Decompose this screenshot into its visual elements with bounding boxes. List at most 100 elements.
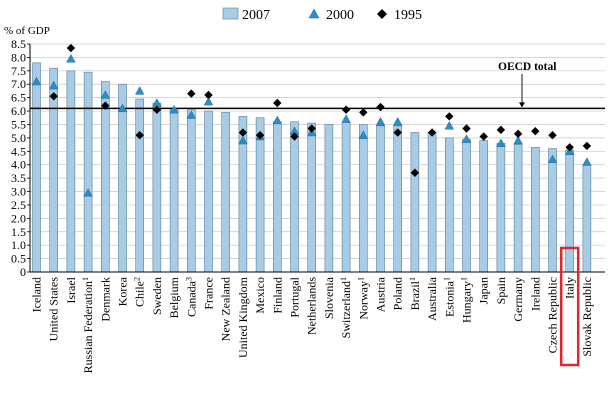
- marker-1995-chile: [135, 131, 144, 140]
- marker-2000-norway: [358, 130, 369, 139]
- bar-2007-israel: [66, 70, 76, 273]
- reference-line-group: OECD total: [30, 61, 605, 110]
- x-tick-label: Hungary1: [460, 277, 474, 323]
- marker-1995-spain: [496, 125, 506, 135]
- bar-2007-portugal: [290, 121, 299, 273]
- bar-2007-mexico: [255, 117, 265, 273]
- markers-layer: [31, 43, 592, 197]
- y-tick-label: 8.0: [11, 50, 26, 64]
- bar-2007-germany: [513, 144, 523, 273]
- y-tick-label: 0: [20, 265, 26, 279]
- highlight-box: [559, 246, 580, 367]
- marker-2000-iceland: [31, 76, 42, 86]
- bar-2007-japan: [479, 140, 489, 273]
- y-tick-label: 4.5: [11, 144, 26, 158]
- marker-2000-denmark: [100, 90, 111, 99]
- marker-1995-hungary: [462, 124, 471, 133]
- x-tick-label: Brazil1: [408, 277, 422, 310]
- y-tick-label: 3.5: [11, 171, 26, 185]
- marker-1995-italy: [565, 143, 574, 152]
- x-tick-label: Italy: [563, 277, 577, 299]
- marker-1995-netherlands: [307, 124, 316, 133]
- x-tick-label: Canada3: [184, 277, 198, 317]
- y-tick-label: 6.5: [11, 91, 26, 105]
- legend-label: 2007: [242, 8, 270, 23]
- marker-1995-israel: [66, 43, 76, 53]
- marker-1995-estonia: [445, 112, 454, 121]
- y-tick-label: 7.5: [11, 64, 26, 78]
- bar-2007-finland: [272, 121, 282, 273]
- bar-2007-poland: [393, 125, 403, 273]
- bar-2007-hungary: [462, 138, 471, 273]
- x-tick-label: Austria: [374, 276, 388, 312]
- x-tick-label: Czech Republic: [546, 277, 560, 353]
- bar-2007-italy: [565, 149, 575, 273]
- y-tick-label: 7.0: [11, 77, 26, 91]
- bar-2007-new-zealand: [221, 112, 230, 273]
- bar-2007-spain: [496, 142, 506, 273]
- marker-1995-portugal: [290, 132, 299, 141]
- bar-2007-iceland: [32, 62, 41, 273]
- marker-1995-united-states: [49, 92, 58, 101]
- marker-2000-estonia: [444, 120, 455, 130]
- y-axis-label: % of GDP: [4, 25, 50, 37]
- y-tick-label: 5.5: [11, 117, 26, 131]
- bar-2007-canada: [187, 109, 196, 273]
- legend-label: 1995: [394, 8, 422, 23]
- bar-2007-czech-republic: [548, 148, 557, 273]
- marker-2000-israel: [66, 53, 76, 63]
- x-tick-label: Korea: [116, 276, 130, 306]
- bar-2007-brazil: [410, 132, 420, 273]
- bars-layer: [32, 62, 592, 273]
- bar-2007-slovenia: [324, 124, 334, 273]
- x-tick-label: Estonia1: [442, 277, 456, 317]
- marker-2000-germany: [513, 135, 523, 145]
- marker-1995-france: [204, 90, 213, 100]
- marker-1995-czech-republic: [548, 131, 557, 140]
- bar-2007-netherlands: [307, 122, 317, 273]
- x-tick-label: Ireland: [528, 277, 542, 311]
- x-tick-label: Norway1: [356, 277, 370, 320]
- marker-2000-finland: [272, 115, 283, 125]
- marker-1995-canada: [187, 89, 196, 98]
- marker-1995-austria: [376, 102, 385, 112]
- x-tick-label: United Kingdom: [236, 276, 250, 358]
- x-tick-label: Netherlands: [305, 277, 319, 335]
- bar-2007-denmark: [101, 81, 110, 273]
- legend-swatch-bar: [222, 7, 239, 20]
- marker-2000-poland: [392, 116, 403, 126]
- marker-2000-france: [203, 96, 214, 106]
- y-tick-label: 5.0: [11, 131, 26, 145]
- marker-2000-russian-federation: [83, 188, 93, 197]
- legend-label: 2000: [326, 8, 354, 23]
- marker-1995-mexico: [255, 131, 265, 140]
- marker-2000-spain: [496, 138, 506, 147]
- marker-2000-sweden: [152, 98, 162, 107]
- x-tick-label: Finland: [270, 277, 284, 314]
- marker-1995-japan: [479, 132, 488, 141]
- marker-1995-ireland: [531, 126, 540, 136]
- y-tick-label: 2.5: [11, 198, 26, 212]
- marker-2000-united-states: [48, 80, 59, 90]
- marker-1995-finland: [273, 98, 282, 108]
- x-tick-label: New Zealand: [219, 277, 233, 341]
- marker-1995-denmark: [101, 101, 110, 110]
- legend: 2007 2000 1995: [222, 7, 422, 23]
- marker-2000-hungary: [461, 134, 472, 143]
- marker-2000-slovak-republic: [582, 157, 592, 166]
- x-tick-label: Russian Federation1: [81, 277, 95, 373]
- x-tick-label: Japan: [477, 277, 491, 304]
- marker-2000-switzerland: [341, 114, 351, 123]
- x-tick-labels: Iceland United States Israel Russian Federa…: [30, 276, 594, 373]
- bar-2007-austria: [376, 125, 385, 273]
- x-tick-label: Australia: [425, 276, 439, 321]
- oecd-total-label: OECD total: [498, 61, 556, 73]
- y-tick-label: 1.5: [11, 225, 26, 239]
- oecd-total-arrowhead: [519, 102, 525, 108]
- bar-2007-sweden: [152, 102, 162, 273]
- y-tick-label: 3.0: [11, 185, 26, 199]
- bar-2007-russian-federation: [83, 71, 93, 273]
- bar-2007-slovak-republic: [582, 164, 592, 273]
- x-tick-label: Spain: [494, 277, 508, 304]
- marker-1995-brazil: [410, 168, 420, 177]
